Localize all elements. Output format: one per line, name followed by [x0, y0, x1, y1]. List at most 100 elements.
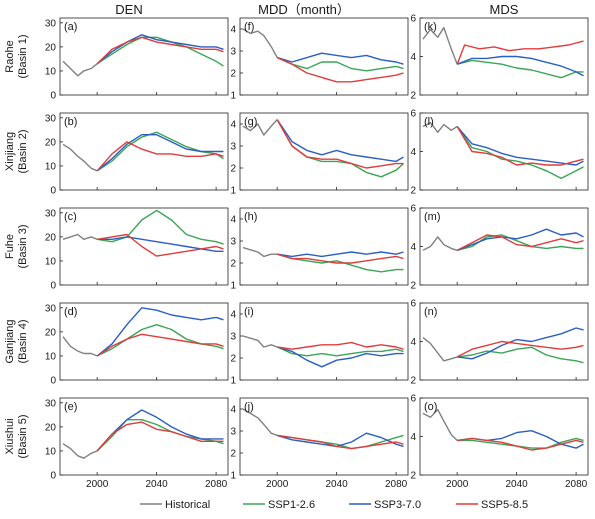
y-tick-label: 0	[50, 471, 56, 482]
series-line-historical	[62, 143, 98, 172]
y-tick-label: 20	[45, 42, 57, 53]
y-tick-label: 1	[230, 471, 236, 482]
panel-11: 2 4 6 (l)	[410, 109, 589, 197]
panel-letter: (l)	[424, 116, 434, 128]
y-tick-label: 30	[45, 208, 57, 219]
series-line-ssp3-7-0	[277, 52, 404, 65]
panel-14: 2 4 6 2000 2040 2080 (o)	[410, 394, 589, 490]
series-line-ssp1-2-6	[96, 36, 224, 67]
series-line-historical	[62, 233, 98, 240]
panel-frame	[239, 302, 409, 381]
x-tick-label: 2000	[266, 479, 289, 490]
series-line-historical	[422, 337, 458, 362]
y-tick-label: 30	[45, 398, 57, 409]
panel-3: 0 10 20 30 (d)	[45, 302, 229, 387]
series-line-ssp5-8-5	[276, 56, 404, 83]
panel-2: 0 10 20 30 (c)	[45, 207, 229, 292]
row-label-basin: (Basin 5)	[17, 414, 29, 458]
y-tick-label: 0	[50, 186, 56, 197]
series-line-ssp1-2-6	[96, 419, 224, 452]
y-tick-label: 2	[230, 259, 236, 270]
panel-7: 1 2 3 4 (h)	[230, 207, 409, 292]
column-title-mdd: MDD（month）	[258, 2, 350, 17]
series-line-ssp3-7-0	[96, 409, 224, 452]
y-tick-label: 10	[45, 446, 57, 457]
series-line-ssp3-7-0	[456, 126, 584, 166]
panel-9: 1 2 3 4 2000 2040 2080 (j)	[230, 397, 409, 490]
x-tick-label: 2080	[205, 479, 228, 490]
series-line-ssp5-8-5	[277, 341, 404, 350]
y-tick-label: 0	[50, 376, 56, 387]
legend-label: SSP1-2.6	[268, 499, 315, 511]
y-tick-label: 1	[230, 281, 236, 292]
panel-letter: (a)	[64, 21, 77, 33]
row-label-basin: (Basin 2)	[17, 129, 29, 173]
panel-letter: (m)	[424, 211, 441, 223]
x-tick-label: 2040	[146, 479, 169, 490]
series-line-historical	[242, 119, 278, 136]
series-line-ssp1-2-6	[456, 126, 584, 180]
series-line-ssp5-8-5	[456, 40, 584, 65]
legend-label: Historical	[165, 499, 210, 511]
y-tick-label: 2	[410, 281, 416, 292]
series-line-ssp3-7-0	[276, 119, 404, 163]
panel-4: 0 10 20 30 2000 2040 2080 (e)	[45, 397, 229, 490]
series-line-ssp5-8-5	[96, 333, 224, 357]
panel-5: 1 2 3 4 (f)	[230, 17, 409, 102]
panel-12: 2 4 6 (m)	[410, 204, 589, 292]
y-tick-label: 1	[230, 376, 236, 387]
y-tick-label: 4	[410, 147, 416, 158]
row-label-basin: (Basin 1)	[17, 34, 29, 78]
series-line-historical	[242, 408, 278, 437]
panel-frame	[59, 302, 229, 381]
y-tick-label: 0	[50, 281, 56, 292]
y-tick-label: 1	[230, 91, 236, 102]
series-line-ssp3-7-0	[277, 432, 404, 448]
row-label-name: Xiushui	[4, 418, 16, 454]
panel-letter: (c)	[64, 211, 77, 223]
panel-frame	[239, 17, 409, 96]
row-label-basin: (Basin 3)	[17, 224, 29, 268]
x-tick-label: 2080	[565, 479, 588, 490]
series-line-historical	[62, 336, 98, 357]
y-tick-label: 6	[410, 14, 416, 25]
y-tick-label: 10	[45, 161, 57, 172]
y-tick-label: 6	[410, 204, 416, 215]
legend-label: SSP3-7.0	[374, 499, 421, 511]
panel-letter: (f)	[244, 21, 254, 33]
series-line-historical	[422, 26, 458, 65]
panel-frame	[59, 17, 229, 96]
series-line-historical	[422, 236, 458, 251]
y-tick-label: 2	[410, 91, 416, 102]
panel-frame	[59, 397, 229, 476]
series-line-ssp5-8-5	[456, 234, 584, 251]
panel-frame	[419, 397, 589, 476]
panel-frame	[239, 112, 409, 191]
panel-letter: (j)	[244, 401, 254, 413]
y-tick-label: 3	[230, 237, 236, 248]
panel-frame	[239, 397, 409, 476]
series-line-ssp1-2-6	[276, 346, 404, 357]
y-tick-label: 2	[230, 449, 236, 460]
y-tick-label: 4	[230, 25, 236, 36]
legend-label: SSP5-8.5	[481, 499, 528, 511]
x-tick-label: 2080	[385, 479, 408, 490]
panel-letter: (n)	[424, 306, 437, 318]
row-label-name: Raohe	[4, 40, 16, 72]
series-line-ssp1-2-6	[96, 324, 224, 357]
series-line-ssp3-7-0	[457, 327, 584, 360]
series-line-ssp5-8-5	[276, 119, 404, 169]
panel-letter: (h)	[244, 211, 257, 223]
series-line-ssp3-7-0	[456, 55, 584, 77]
row-label-name: Fuhe	[4, 234, 16, 259]
panel-frame	[59, 207, 229, 286]
panel-letter: (g)	[244, 116, 257, 128]
y-tick-label: 20	[45, 327, 57, 338]
series-line-ssp3-7-0	[97, 236, 224, 252]
row-label-basin: (Basin 4)	[17, 319, 29, 363]
y-tick-label: 10	[45, 256, 57, 267]
series-line-ssp1-2-6	[457, 59, 584, 79]
series-line-ssp1-2-6	[96, 131, 224, 172]
panel-0: 0 10 20 30 (a)	[45, 17, 229, 102]
